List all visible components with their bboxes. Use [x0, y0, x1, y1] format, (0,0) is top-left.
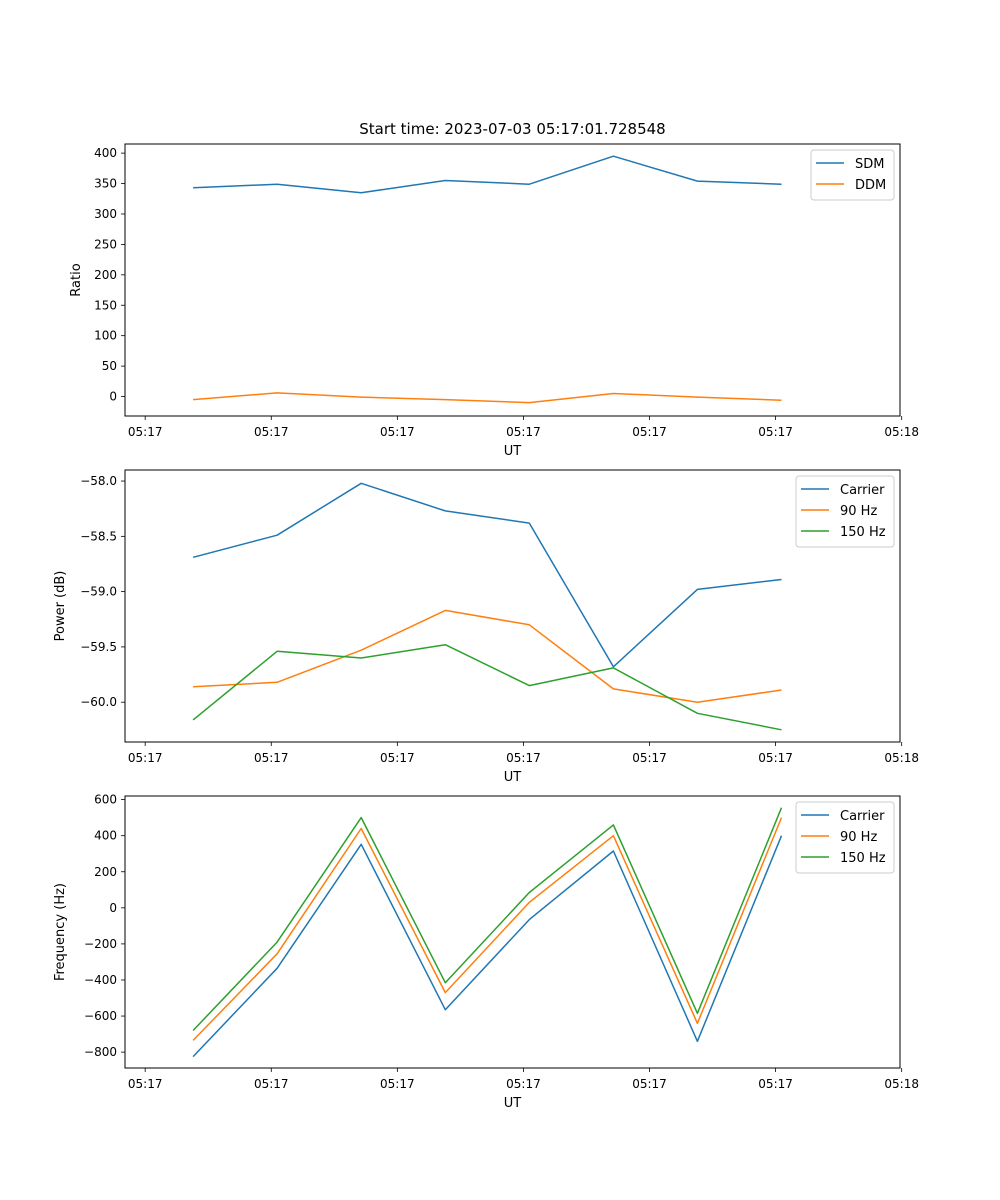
series-line-carrier: [192, 835, 783, 1058]
legend-box: [795, 801, 895, 874]
x-axis-label: UT: [504, 770, 522, 785]
plot-frame: [124, 469, 901, 743]
y-axis-label: Frequency (Hz): [53, 883, 68, 981]
plot-frame: [124, 795, 901, 1069]
series-line-150-hz: [192, 643, 782, 731]
legend-label-carrier: Carrier: [840, 483, 885, 498]
legend-label-150-hz: 150 Hz: [840, 525, 886, 540]
legend-label-sdm: SDM: [855, 157, 884, 172]
y-tick-label: −600: [84, 1009, 117, 1023]
y-tick-label: −60.0: [80, 695, 117, 709]
figure-title: Start time: 2023-07-03 05:17:01.728548: [359, 120, 666, 138]
x-tick-label: 05:17: [758, 425, 793, 439]
y-tick-label: 250: [94, 237, 117, 251]
y-tick-label: 400: [94, 146, 117, 160]
x-tick-label: 05:18: [884, 425, 919, 439]
y-tick-label: −59.0: [80, 585, 117, 599]
x-tick-label: 05:17: [128, 1077, 163, 1091]
y-axis-label: Ratio: [69, 263, 84, 296]
series-line-150-hz: [192, 807, 783, 1032]
x-tick-label: 05:17: [128, 751, 163, 765]
y-tick-label: 0: [109, 901, 117, 915]
y-tick-label: −58.0: [80, 474, 117, 488]
y-tick-label: 600: [94, 793, 117, 807]
y-tick-label: 50: [102, 359, 117, 373]
legend: Carrier 90 Hz 150 Hz: [795, 801, 895, 874]
x-tick-label: 05:18: [884, 751, 919, 765]
x-tick-label: 05:17: [632, 1077, 667, 1091]
x-tick-label: 05:17: [128, 425, 163, 439]
x-tick-label: 05:17: [254, 1077, 289, 1091]
x-tick-label: 05:17: [380, 425, 415, 439]
chart-panel-1: 05:17 05:17 05:17 05:17 05:17 05:17 05:18 0 50 10…: [69, 143, 919, 459]
series-line-90-hz: [193, 609, 782, 703]
x-axis-label: UT: [504, 444, 522, 459]
series-line-ddm: [193, 392, 782, 404]
x-tick-label: 05:18: [884, 1077, 919, 1091]
series-line-carrier: [192, 482, 782, 668]
y-tick-label: −800: [84, 1045, 117, 1059]
x-tick-label: 05:17: [758, 751, 793, 765]
legend-label-90-hz: 90 Hz: [840, 504, 877, 519]
plot-frame: [124, 143, 901, 417]
y-tick-label: 100: [94, 329, 117, 343]
y-tick-label: 300: [94, 207, 117, 221]
y-axis-label: Power (dB): [53, 571, 68, 642]
x-tick-label: 05:17: [254, 425, 289, 439]
x-tick-label: 05:17: [380, 751, 415, 765]
x-tick-label: 05:17: [506, 751, 541, 765]
x-tick-label: 05:17: [758, 1077, 793, 1091]
chart-panel-2: 05:17 05:17 05:17 05:17 05:17 05:17 05:18 −60.0…: [53, 469, 919, 785]
y-tick-label: 350: [94, 177, 117, 191]
y-tick-label: −59.5: [80, 640, 117, 654]
y-tick-label: 200: [94, 268, 117, 282]
series-line-sdm: [193, 155, 782, 194]
legend-box: [795, 475, 895, 548]
x-tick-label: 05:17: [632, 751, 667, 765]
legend-label-ddm: DDM: [855, 178, 886, 193]
x-axis-label: UT: [504, 1096, 522, 1111]
x-tick-label: 05:17: [506, 425, 541, 439]
legend-label-150-hz: 150 Hz: [840, 851, 886, 866]
y-tick-label: 400: [94, 829, 117, 843]
legend-label-90-hz: 90 Hz: [840, 830, 877, 845]
y-tick-label: 200: [94, 865, 117, 879]
y-tick-label: −400: [84, 973, 117, 987]
y-tick-label: 150: [94, 298, 117, 312]
y-tick-label: 0: [109, 390, 117, 404]
y-tick-label: −58.5: [80, 529, 117, 543]
chart-panel-3: 05:17 05:17 05:17 05:17 05:17 05:17 05:18 −800 −…: [53, 793, 919, 1111]
x-tick-label: 05:17: [254, 751, 289, 765]
legend: SDM DDM: [810, 149, 895, 201]
x-tick-label: 05:17: [506, 1077, 541, 1091]
legend-label-carrier: Carrier: [840, 809, 885, 824]
legend: Carrier 90 Hz 150 Hz: [795, 475, 895, 548]
x-tick-label: 05:17: [380, 1077, 415, 1091]
series-line-90-hz: [192, 817, 783, 1041]
x-tick-label: 05:17: [632, 425, 667, 439]
y-tick-label: −200: [84, 937, 117, 951]
